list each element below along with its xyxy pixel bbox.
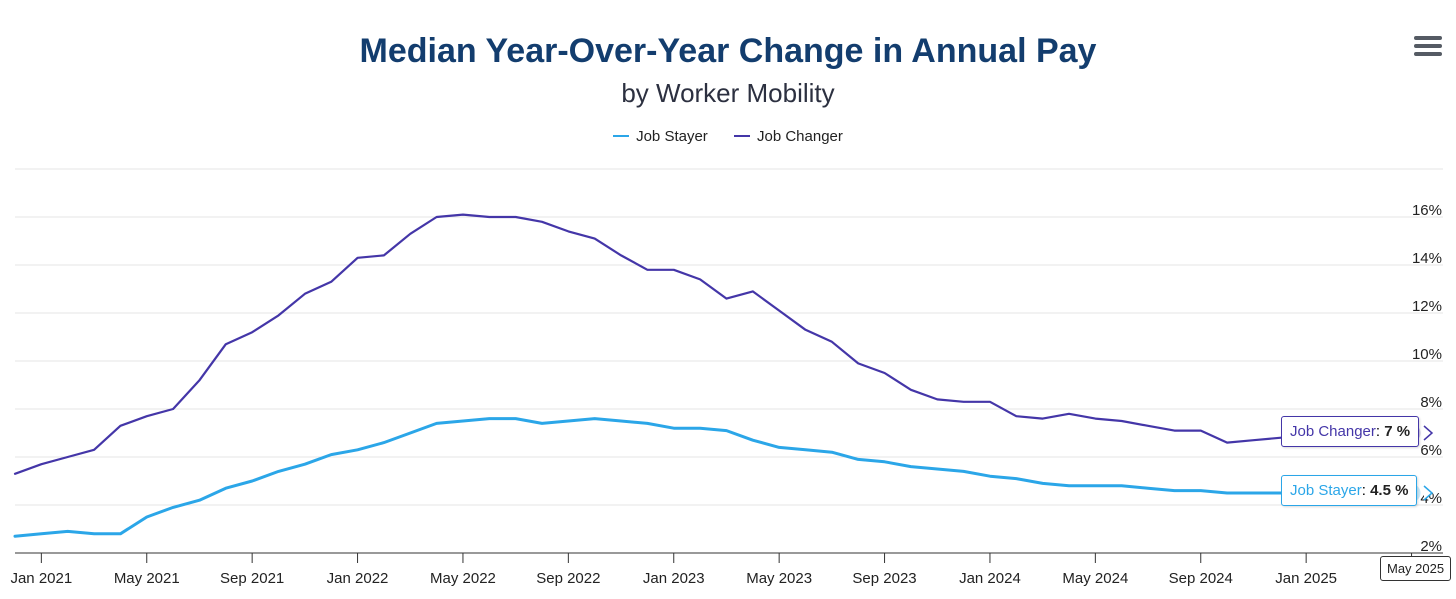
hamburger-menu-icon[interactable] [1414, 36, 1442, 60]
x-tick-label: Jan 2021 [10, 570, 72, 587]
legend: Job Stayer Job Changer [0, 128, 1456, 145]
tooltip-series-name: Job Stayer [1290, 482, 1362, 499]
x-tick-label: Sep 2024 [1169, 570, 1233, 587]
legend-label: Job Stayer [636, 128, 708, 145]
tooltip-pointer [1423, 425, 1434, 441]
series-line-job-changer [13, 213, 1413, 475]
x-tick-label: Sep 2023 [852, 570, 916, 587]
legend-item-job-changer[interactable]: Job Changer [733, 128, 843, 145]
tooltip-value: 7 % [1384, 423, 1411, 440]
y-tick-label: 2% [1420, 538, 1442, 555]
x-tick-label: Sep 2021 [220, 570, 284, 587]
x-tick-label: May 2021 [114, 570, 180, 587]
legend-label: Job Changer [756, 128, 843, 145]
legend-line-icon [613, 135, 630, 138]
tooltip-pointer [1423, 485, 1434, 501]
chart-subtitle: by Worker Mobility [621, 78, 835, 108]
x-tick-label: Jan 2024 [959, 570, 1021, 587]
x-tick-label: Jan 2023 [643, 570, 705, 587]
x-tick-label: May 2022 [430, 570, 496, 587]
x-tick-label: Jan 2025 [1275, 570, 1337, 587]
crosshair-x-label: May 2025 [1380, 556, 1452, 581]
tooltip-series-name: Job Changer [1290, 423, 1376, 440]
tooltip-job-changer: Job Changer: 7 % [1281, 416, 1420, 447]
x-tick-label: May 2023 [746, 570, 812, 587]
legend-line-icon [733, 135, 750, 138]
y-tick-label: 14% [1412, 250, 1442, 267]
y-tick-label: 16% [1412, 202, 1442, 219]
x-tick-label: Jan 2022 [327, 570, 389, 587]
chart-title: Median Year-Over-Year Change in Annual P… [359, 32, 1097, 70]
x-tick-label: May 2024 [1062, 570, 1128, 587]
y-tick-label: 12% [1412, 298, 1442, 315]
y-tick-label: 8% [1420, 394, 1442, 411]
legend-item-job-stayer[interactable]: Job Stayer [613, 128, 708, 145]
tooltip-job-stayer: Job Stayer: 4.5 % [1281, 475, 1418, 506]
y-tick-label: 6% [1420, 442, 1442, 459]
series-line-job-stayer [13, 417, 1414, 538]
tooltip-value: 4.5 % [1370, 482, 1409, 499]
x-tick-label: Sep 2022 [536, 570, 600, 587]
y-tick-label: 10% [1412, 346, 1442, 363]
